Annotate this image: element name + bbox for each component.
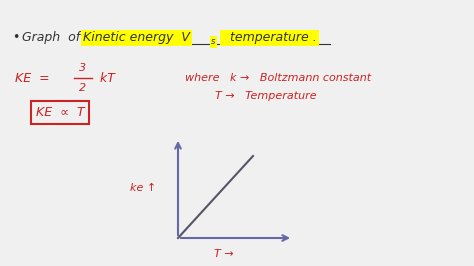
Text: KE  =: KE = — [15, 72, 54, 85]
Text: temperature .: temperature . — [222, 31, 317, 44]
Text: s: s — [211, 38, 215, 47]
Text: 3: 3 — [80, 63, 87, 73]
Text: ke ↑: ke ↑ — [130, 183, 156, 193]
Text: T →: T → — [214, 249, 234, 259]
Text: 2: 2 — [80, 83, 87, 93]
Text: Graph  of: Graph of — [22, 31, 88, 44]
Text: KE  ∝  T: KE ∝ T — [36, 106, 84, 118]
Text: Kinetic energy  V: Kinetic energy V — [83, 31, 190, 44]
Text: T →   Temperature: T → Temperature — [215, 91, 317, 101]
Text: where   k →   Boltzmann constant: where k → Boltzmann constant — [185, 73, 371, 83]
Text: kT: kT — [96, 72, 115, 85]
Text: •: • — [12, 31, 19, 44]
